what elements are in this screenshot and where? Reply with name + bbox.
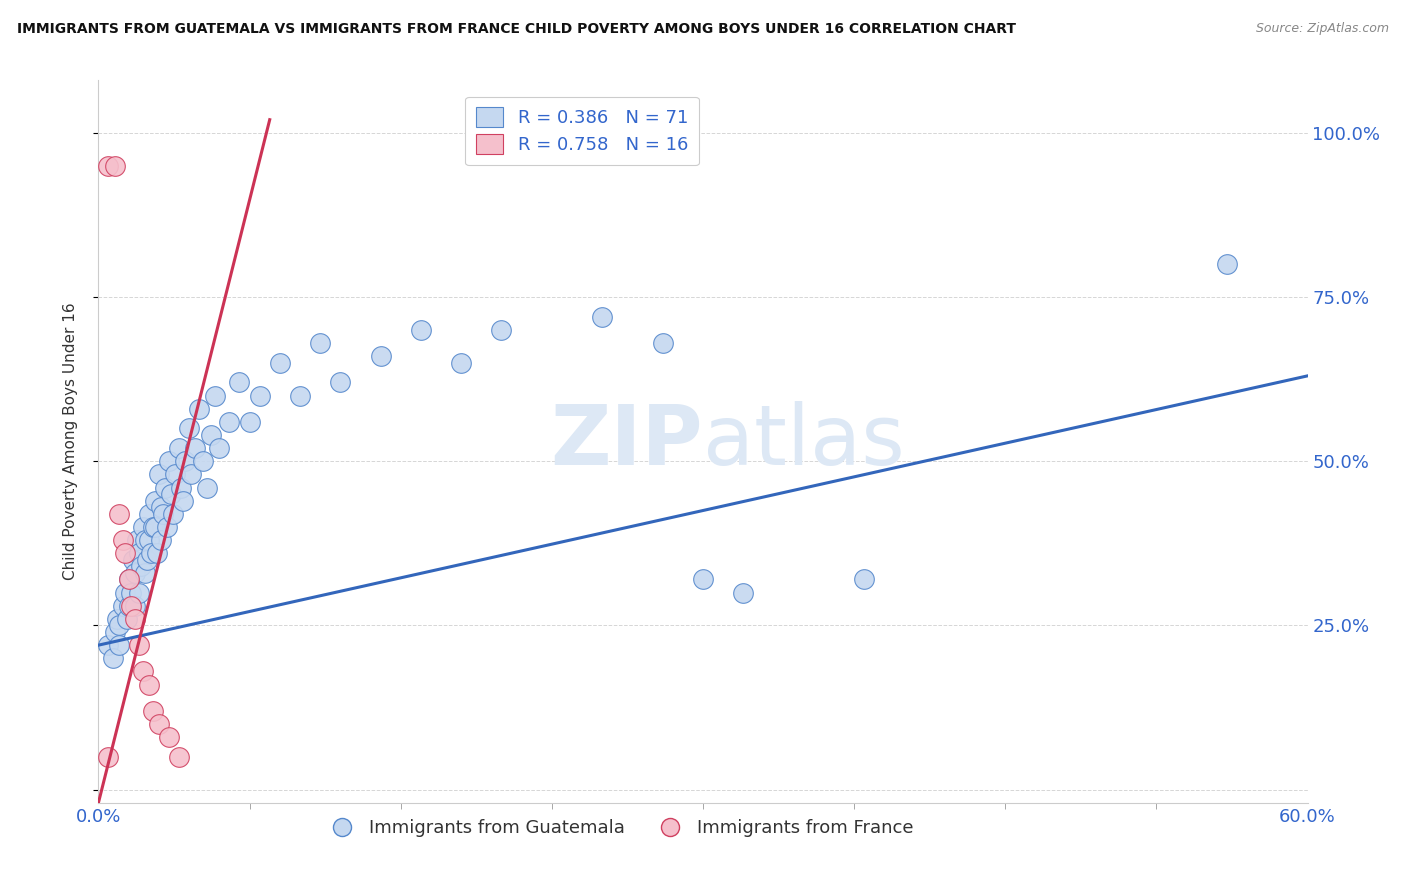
Point	[128, 638, 150, 652]
Point	[142, 520, 165, 534]
Point	[129, 559, 152, 574]
Point	[853, 573, 876, 587]
Point	[167, 441, 190, 455]
Point	[491, 323, 513, 337]
Point	[218, 415, 240, 429]
Point	[128, 585, 150, 599]
Text: ZIP: ZIP	[551, 401, 703, 482]
Point	[174, 454, 197, 468]
Point	[128, 546, 150, 560]
Point	[157, 454, 180, 468]
Point	[195, 481, 218, 495]
Text: Source: ZipAtlas.com: Source: ZipAtlas.com	[1256, 22, 1389, 36]
Point	[114, 585, 136, 599]
Point	[125, 533, 148, 547]
Point	[143, 493, 166, 508]
Point	[146, 546, 169, 560]
Point	[153, 481, 176, 495]
Point	[200, 428, 222, 442]
Legend: Immigrants from Guatemala, Immigrants from France: Immigrants from Guatemala, Immigrants fr…	[316, 812, 921, 845]
Point	[239, 415, 262, 429]
Point	[124, 566, 146, 580]
Point	[170, 481, 193, 495]
Point	[139, 546, 162, 560]
Point	[148, 467, 170, 482]
Point	[101, 651, 124, 665]
Point	[124, 599, 146, 613]
Point	[208, 441, 231, 455]
Point	[309, 336, 332, 351]
Point	[118, 599, 141, 613]
Point	[135, 553, 157, 567]
Point	[149, 500, 172, 515]
Point	[370, 349, 392, 363]
Point	[167, 749, 190, 764]
Point	[97, 159, 120, 173]
Point	[162, 507, 184, 521]
Point	[118, 573, 141, 587]
Point	[120, 599, 142, 613]
Point	[97, 749, 120, 764]
Point	[249, 388, 271, 402]
Point	[111, 599, 134, 613]
Point	[107, 507, 129, 521]
Point	[228, 376, 250, 390]
Point	[103, 625, 125, 640]
Point	[107, 618, 129, 632]
Point	[160, 487, 183, 501]
Point	[450, 356, 472, 370]
Point	[143, 520, 166, 534]
Point	[121, 553, 143, 567]
Y-axis label: Child Poverty Among Boys Under 16: Child Poverty Among Boys Under 16	[63, 302, 77, 581]
Point	[132, 520, 155, 534]
Point	[269, 356, 291, 370]
Point	[204, 388, 226, 402]
Point	[288, 388, 311, 402]
Text: atlas: atlas	[703, 401, 904, 482]
Point	[163, 467, 186, 482]
Point	[138, 677, 160, 691]
Point	[138, 507, 160, 521]
Point	[409, 323, 432, 337]
Point	[138, 533, 160, 547]
Point	[142, 704, 165, 718]
Point	[134, 566, 156, 580]
Point	[1216, 257, 1239, 271]
Point	[172, 493, 194, 508]
Point	[733, 585, 755, 599]
Point	[120, 585, 142, 599]
Point	[132, 665, 155, 679]
Point	[115, 612, 138, 626]
Point	[118, 573, 141, 587]
Point	[124, 612, 146, 626]
Point	[179, 421, 201, 435]
Point	[651, 336, 673, 351]
Point	[134, 533, 156, 547]
Point	[329, 376, 352, 390]
Text: IMMIGRANTS FROM GUATEMALA VS IMMIGRANTS FROM FRANCE CHILD POVERTY AMONG BOYS UND: IMMIGRANTS FROM GUATEMALA VS IMMIGRANTS …	[17, 22, 1017, 37]
Point	[692, 573, 714, 587]
Point	[157, 730, 180, 744]
Point	[103, 159, 125, 173]
Point	[111, 533, 134, 547]
Point	[188, 401, 211, 416]
Point	[97, 638, 120, 652]
Point	[149, 533, 172, 547]
Point	[148, 717, 170, 731]
Point	[105, 612, 128, 626]
Point	[156, 520, 179, 534]
Point	[152, 507, 174, 521]
Point	[107, 638, 129, 652]
Point	[193, 454, 215, 468]
Point	[180, 467, 202, 482]
Point	[114, 546, 136, 560]
Point	[591, 310, 613, 324]
Point	[184, 441, 207, 455]
